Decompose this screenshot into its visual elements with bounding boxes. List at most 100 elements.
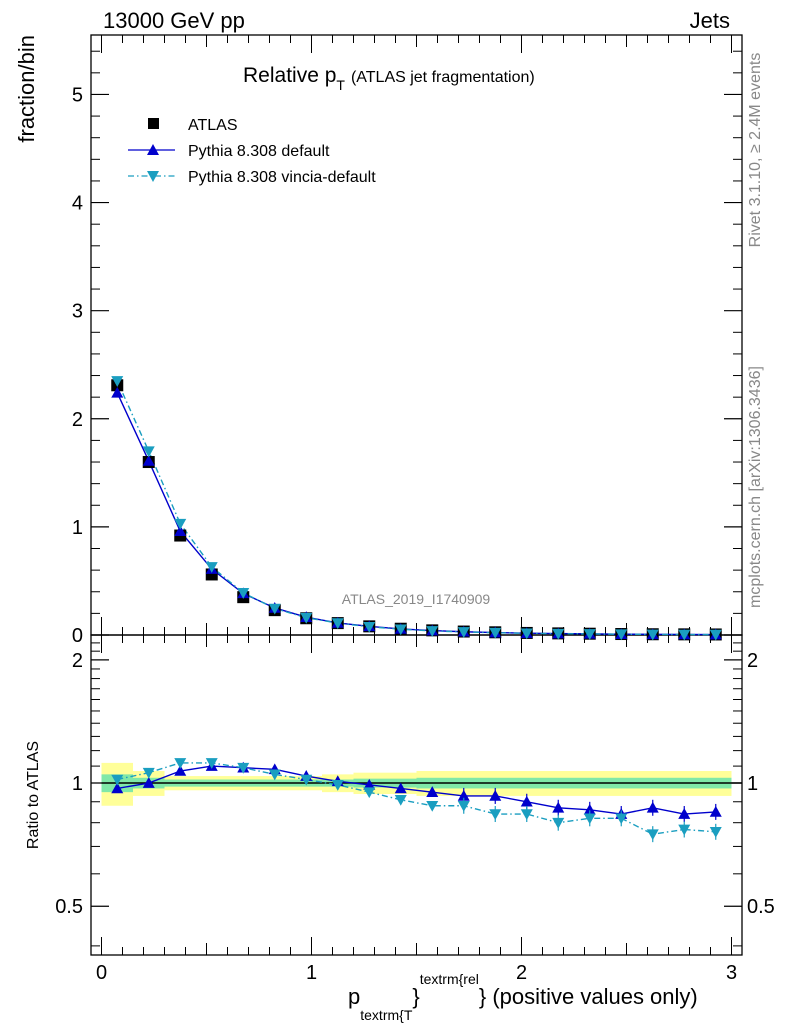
y-tick-label: 1 [72,517,83,539]
main-ylabel: fraction/bin [14,35,39,143]
y-tick-label: 2 [72,409,83,431]
point-vincia-ratio [426,800,439,812]
point-vincia [174,518,187,530]
point-vincia [142,446,155,458]
plot-title-suffix: (ATLAS jet fragmentation) [351,69,535,86]
point-default-ratio [394,782,407,794]
point-vincia [646,629,659,641]
y-tick-label: 0 [72,625,83,647]
legend-marker-atlas [148,118,159,129]
point-vincia [520,628,533,640]
legend-label-atlas: ATLAS [188,117,238,134]
point-vincia [394,624,407,636]
point-vincia-ratio [111,774,124,786]
legend-label-vincia: Pythia 8.308 vincia-default [188,169,376,186]
point-default-ratio [583,803,596,815]
point-vincia [331,618,344,630]
x-axis-label: ptextrm{T}textrm{rel} (positive values o… [348,971,698,1023]
ratio-y-tick-label-right: 0.5 [747,896,775,918]
x-axis-label-sup: textrm{rel [420,971,479,987]
ratio-ylabel: Ratio to ATLAS [25,741,42,849]
legend: ATLAS Pythia 8.308 default Pythia 8.308 … [128,117,376,186]
point-default [111,386,124,398]
point-vincia-ratio [646,829,659,841]
y-tick-label: 3 [72,301,83,323]
point-vincia [205,562,218,573]
ratio-y-tick-label-right: 1 [747,773,758,795]
x-axis-label-suffix: } (positive values only) [479,984,698,1009]
point-vincia [363,621,376,633]
point-default-ratio [489,789,502,801]
point-default-ratio [363,778,376,790]
ratio-axis-ticks: 0.5 0.5 1 1 2 2 0 1 2 3 [55,635,775,984]
point-vincia-ratio [300,774,313,786]
x-axis-label-sub: textrm{T [360,1007,413,1023]
point-vincia-ratio [363,787,376,799]
legend-marker-default [147,144,159,155]
point-default-ratio [552,801,565,813]
point-vincia [457,627,470,638]
header-process: Jets [690,8,730,33]
point-default-ratio [520,795,533,807]
point-vincia [489,627,502,639]
point-vincia [552,628,565,640]
point-default-ratio [678,808,691,819]
point-vincia [709,629,722,641]
point-default-ratio [174,765,187,776]
point-vincia [615,629,628,641]
point-default [142,454,155,466]
point-vincia [111,376,124,387]
header-energy: 13000 GeV pp [103,8,245,33]
x-tick-label: 1 [306,962,317,984]
point-default-ratio [457,789,470,801]
point-vincia-ratio [709,827,722,838]
y-tick-label: 4 [72,193,83,215]
point-vincia [583,629,596,640]
point-vincia-ratio [174,758,187,769]
point-vincia-ratio [142,767,155,779]
point-vincia [678,629,691,641]
point-default [174,525,187,537]
point-vincia-ratio [489,809,502,821]
x-axis-label-p: p [348,984,360,1009]
point-vincia-ratio [457,800,470,812]
analysis-id: ATLAS_2019_I1740909 [342,591,491,607]
point-vincia-ratio [678,824,691,836]
point-vincia-ratio [520,809,533,821]
point-vincia [268,603,281,615]
mcplots-label: mcplots.cern.ch [arXiv:1306.3436] [747,366,764,608]
ratio-y-tick-label-right: 2 [747,650,758,672]
ratio-y-tick-label: 2 [72,650,83,672]
ratio-y-tick-label: 1 [72,773,83,795]
atlas-uncertainty-bands [101,762,742,806]
legend-marker-vincia [147,171,159,182]
point-default-ratio [142,777,155,788]
x-tick-label: 2 [516,962,527,984]
plot-title-main: Relative p [243,64,336,87]
point-vincia-ratio [237,762,250,774]
point-vincia-ratio [331,780,344,791]
point-vincia [426,626,439,637]
point-vincia [300,612,313,624]
point-default-ratio [111,782,124,794]
line-default-ratio [117,765,716,815]
point-default-ratio [646,801,659,813]
point-vincia [237,588,250,599]
point-vincia-ratio [394,794,407,806]
point-default-ratio [709,805,722,817]
legend-label-default: Pythia 8.308 default [188,143,330,160]
point-vincia-ratio [205,758,218,769]
rivet-version-label: Rivet 3.1.10, ≥ 2.4M events [747,53,764,248]
x-tick-label: 0 [96,962,107,984]
plot-title: Relative pT (ATLAS jet fragmentation) [243,64,535,93]
ratio-y-tick-label: 0.5 [55,896,83,918]
data-series [111,376,722,843]
point-vincia-ratio [268,769,281,781]
point-vincia-ratio [552,817,565,829]
plot-title-sub: T [336,77,345,93]
y-tick-label: 5 [72,84,83,106]
point-default-ratio [426,786,439,797]
main-axis-ticks: 0 1 2 3 4 5 [72,35,742,647]
point-vincia-ratio [583,813,596,825]
